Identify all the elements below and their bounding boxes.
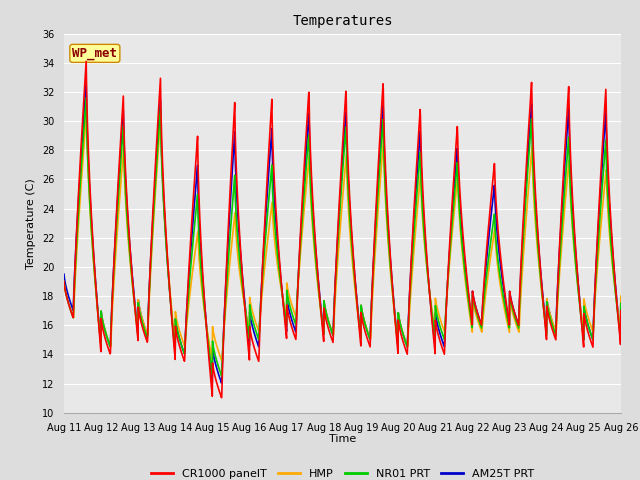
NR01 PRT <box>505 322 513 327</box>
AM25T PRT <box>83 80 90 86</box>
AM25T PRT <box>371 230 379 236</box>
HMP <box>216 352 223 358</box>
AM25T PRT <box>568 197 576 203</box>
NR01 PRT <box>218 373 225 379</box>
NR01 PRT <box>617 300 625 306</box>
NR01 PRT <box>216 367 223 373</box>
CR1000 panelT <box>83 59 90 64</box>
HMP <box>218 359 226 364</box>
Line: AM25T PRT: AM25T PRT <box>64 83 621 383</box>
AM25T PRT <box>216 374 223 380</box>
HMP <box>617 293 625 299</box>
Text: WP_met: WP_met <box>72 47 117 60</box>
AM25T PRT <box>617 300 625 306</box>
CR1000 panelT <box>584 327 591 333</box>
HMP <box>359 312 367 318</box>
CR1000 panelT <box>216 389 223 395</box>
Legend: CR1000 panelT, HMP, NR01 PRT, AM25T PRT: CR1000 panelT, HMP, NR01 PRT, AM25T PRT <box>146 464 539 480</box>
CR1000 panelT <box>568 187 576 192</box>
HMP <box>371 252 379 258</box>
CR1000 panelT <box>617 308 625 313</box>
HMP <box>584 312 591 318</box>
CR1000 panelT <box>371 224 379 230</box>
AM25T PRT <box>218 380 225 386</box>
CR1000 panelT <box>505 317 513 323</box>
HMP <box>568 221 576 227</box>
AM25T PRT <box>60 271 68 277</box>
NR01 PRT <box>568 215 576 220</box>
HMP <box>83 111 90 117</box>
NR01 PRT <box>371 237 379 242</box>
Line: NR01 PRT: NR01 PRT <box>64 97 621 376</box>
NR01 PRT <box>584 320 591 326</box>
X-axis label: Time: Time <box>329 434 356 444</box>
NR01 PRT <box>359 313 367 319</box>
CR1000 panelT <box>359 320 367 326</box>
Line: CR1000 panelT: CR1000 panelT <box>64 61 621 398</box>
AM25T PRT <box>584 320 591 326</box>
Title: Temperatures: Temperatures <box>292 14 393 28</box>
HMP <box>60 279 68 285</box>
CR1000 panelT <box>60 279 68 285</box>
Y-axis label: Temperature (C): Temperature (C) <box>26 178 36 269</box>
Line: HMP: HMP <box>64 114 621 361</box>
NR01 PRT <box>60 279 68 285</box>
NR01 PRT <box>83 95 90 100</box>
CR1000 panelT <box>218 395 225 401</box>
AM25T PRT <box>359 313 367 319</box>
HMP <box>505 326 513 332</box>
AM25T PRT <box>505 318 513 324</box>
